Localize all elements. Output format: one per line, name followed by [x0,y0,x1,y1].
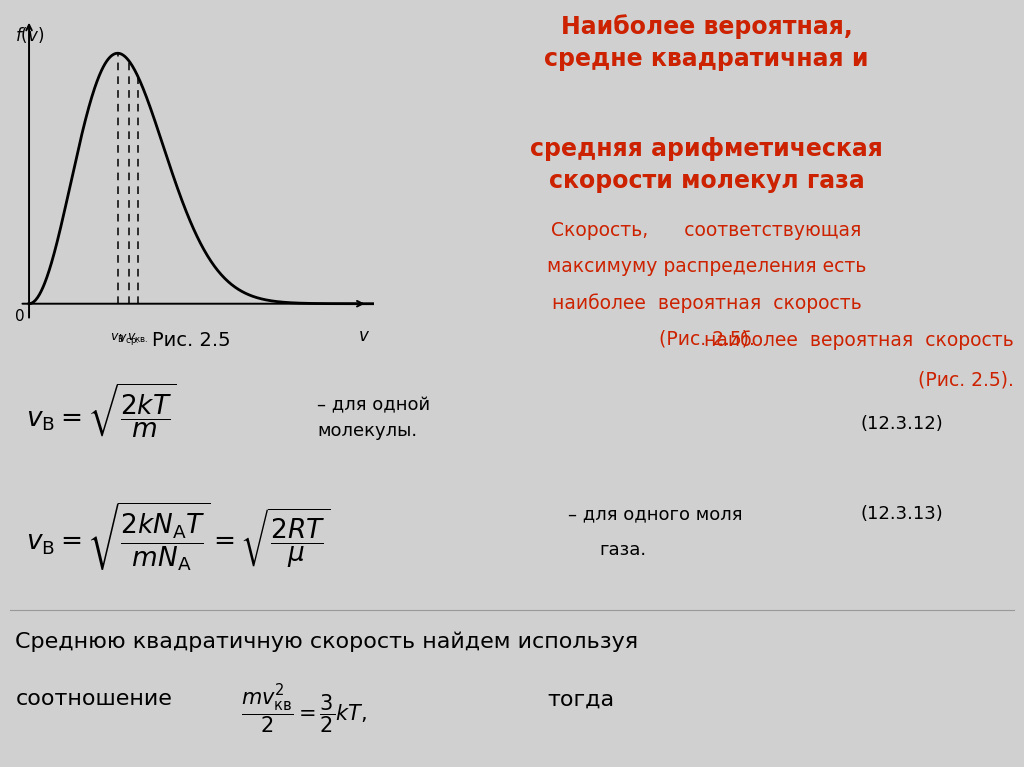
Text: соотношение: соотношение [15,690,172,709]
Text: наиболее  вероятная  скорость: наиболее вероятная скорость [552,293,861,313]
Text: Наиболее вероятная,
средне квадратичная и: Наиболее вероятная, средне квадратичная … [545,15,868,71]
Text: $f(v)$: $f(v)$ [15,25,44,45]
Text: $v_{\rm кв.}$: $v_{\rm кв.}$ [127,331,148,344]
Text: тогда: тогда [548,690,615,709]
Text: – для одной
молекулы.: – для одной молекулы. [317,397,430,439]
Text: 0: 0 [15,309,25,324]
Text: $v_{\rm cp.}$: $v_{\rm cp.}$ [119,331,140,347]
Text: $v$: $v$ [358,328,371,345]
Text: (12.3.13): (12.3.13) [860,505,943,523]
Text: $v_{\rm B} = \sqrt{\dfrac{2kN_{\rm A}T}{mN_{\rm A}}} = \sqrt{\dfrac{2RT}{\mu}}$: $v_{\rm B} = \sqrt{\dfrac{2kN_{\rm A}T}{… [26,501,330,574]
Text: $v_{\rm B}$: $v_{\rm B}$ [111,331,125,344]
Text: $v_{\rm B} = \sqrt{\dfrac{2kT}{m}}$: $v_{\rm B} = \sqrt{\dfrac{2kT}{m}}$ [26,381,176,440]
Text: Скорость,      соответствующая: Скорость, соответствующая [551,221,862,239]
Text: максимуму распределения есть: максимуму распределения есть [547,257,866,276]
Text: $\dfrac{mv^{2}_{\rm кв}}{2} = \dfrac{3}{2}kT,$: $\dfrac{mv^{2}_{\rm кв}}{2} = \dfrac{3}{… [241,683,367,736]
Text: (Рис. 2.5).: (Рис. 2.5). [918,370,1014,389]
Text: средняя арифметическая
скорости молекул газа: средняя арифметическая скорости молекул … [530,137,883,193]
Text: (Рис. 2.5).: (Рис. 2.5). [658,329,755,348]
Text: газа.: газа. [599,541,646,559]
Text: Рис. 2.5: Рис. 2.5 [153,331,230,351]
Text: – для одного моля: – для одного моля [568,505,742,523]
Text: наиболее  вероятная  скорость: наиболее вероятная скорость [705,331,1014,350]
Text: Среднюю квадратичную скорость найдем используя: Среднюю квадратичную скорость найдем исп… [15,632,639,652]
Text: (12.3.12): (12.3.12) [860,414,943,433]
